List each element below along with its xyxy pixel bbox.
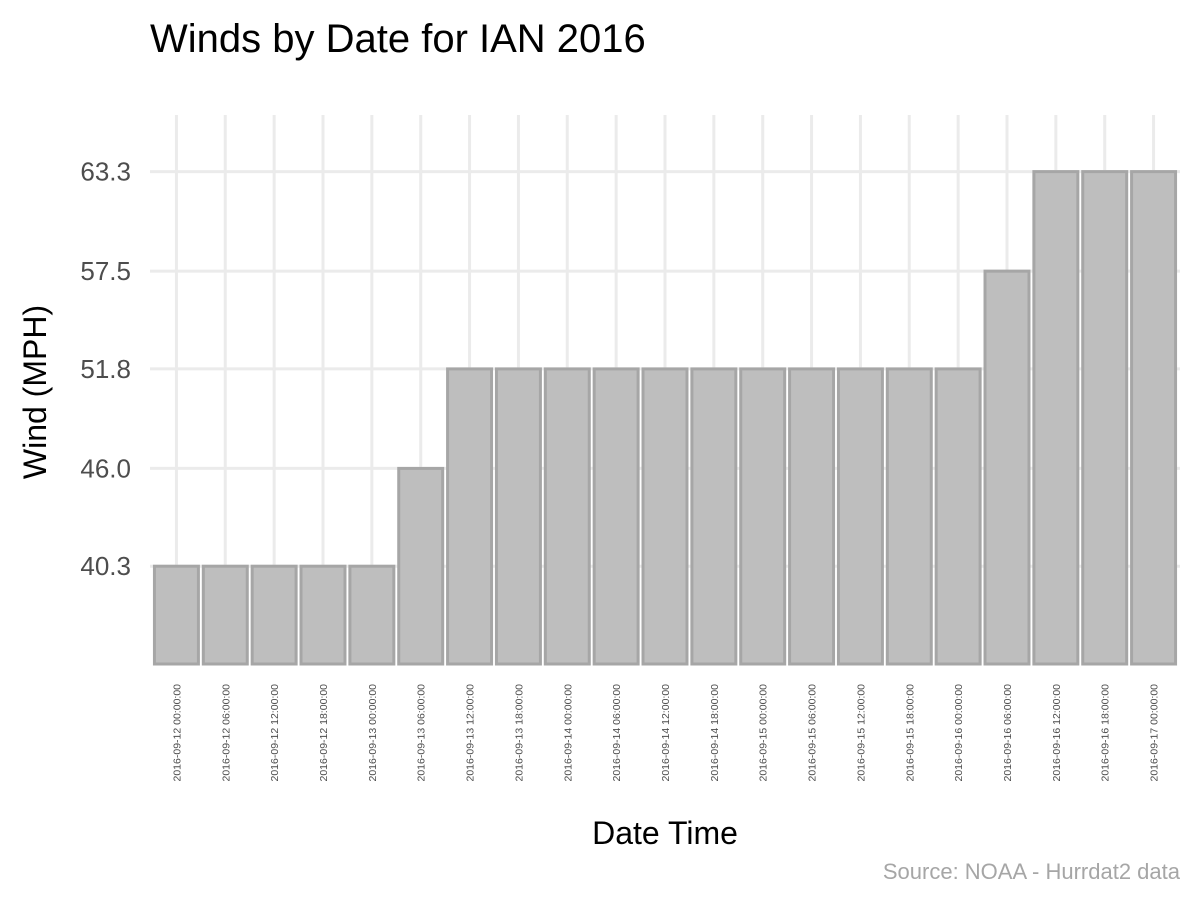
y-axis-label: Wind (MPH)	[17, 305, 53, 479]
bar	[885, 367, 933, 666]
bar	[446, 367, 494, 666]
y-tick-label: 40.3	[80, 551, 131, 581]
bar	[836, 367, 884, 666]
chart-title: Winds by Date for IAN 2016	[150, 17, 646, 61]
bar	[788, 367, 836, 666]
x-tick-label: 2016-09-12 00:00:00	[171, 684, 183, 782]
x-tick-label: 2016-09-16 00:00:00	[953, 684, 965, 782]
x-axis-label: Date Time	[592, 815, 738, 851]
x-tick-label: 2016-09-14 18:00:00	[709, 684, 721, 782]
bar	[1032, 170, 1080, 666]
x-tick-label: 2016-09-15 00:00:00	[758, 684, 770, 782]
bar	[934, 367, 982, 666]
x-tick-label: 2016-09-13 12:00:00	[465, 684, 477, 782]
x-tick-label: 2016-09-14 00:00:00	[562, 684, 574, 782]
x-tick-label: 2016-09-14 06:00:00	[611, 684, 623, 782]
x-tick-label: 2016-09-12 06:00:00	[220, 684, 232, 782]
x-tick-label: 2016-09-15 18:00:00	[904, 684, 916, 782]
chart-caption: Source: NOAA - Hurrdat2 data	[883, 859, 1181, 884]
bars	[152, 170, 1178, 666]
bar	[739, 367, 787, 666]
x-tick-label: 2016-09-13 18:00:00	[513, 684, 525, 782]
x-tick-label: 2016-09-12 12:00:00	[269, 684, 281, 782]
x-tick-label: 2016-09-13 06:00:00	[416, 684, 428, 782]
x-tick-label: 2016-09-16 18:00:00	[1100, 684, 1112, 782]
y-axis: 40.3 46.0 51.8 57.5 63.3	[80, 157, 131, 582]
bar	[494, 367, 542, 666]
x-tick-label: 2016-09-15 12:00:00	[855, 684, 867, 782]
x-tick-label: 2016-09-13 00:00:00	[367, 684, 379, 782]
bar	[1130, 170, 1178, 666]
bar	[543, 367, 591, 666]
bar	[592, 367, 640, 666]
bar	[152, 564, 200, 666]
x-tick-label: 2016-09-17 00:00:00	[1149, 684, 1161, 782]
y-tick-label: 57.5	[80, 256, 131, 286]
y-tick-label: 46.0	[80, 453, 131, 483]
x-tick-label: 2016-09-12 18:00:00	[318, 684, 330, 782]
x-tick-label: 2016-09-16 12:00:00	[1051, 684, 1063, 782]
bar	[201, 564, 249, 666]
x-tick-label: 2016-09-14 12:00:00	[660, 684, 672, 782]
x-tick-label: 2016-09-16 06:00:00	[1002, 684, 1014, 782]
x-axis: 2016-09-12 00:00:00 2016-09-12 06:00:00 20…	[171, 684, 1160, 782]
bar	[641, 367, 689, 666]
bar	[1081, 170, 1129, 666]
y-tick-label: 51.8	[80, 354, 131, 384]
bar	[397, 466, 445, 666]
bar	[983, 269, 1031, 666]
bar	[250, 564, 298, 666]
bar	[690, 367, 738, 666]
bar	[299, 564, 347, 666]
y-tick-label: 63.3	[80, 157, 131, 187]
bar	[348, 564, 396, 666]
x-tick-label: 2016-09-15 06:00:00	[807, 684, 819, 782]
